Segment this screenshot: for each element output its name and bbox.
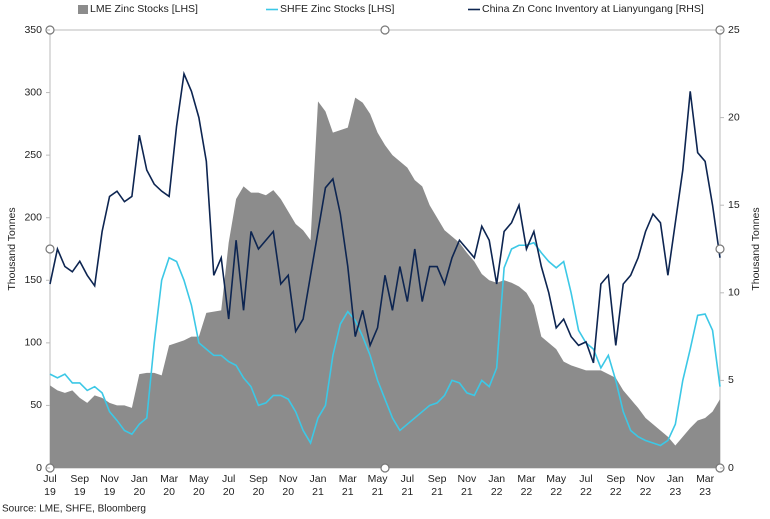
x-tick-label: Nov 22 — [636, 473, 655, 498]
handle — [45, 244, 55, 254]
x-tick-label: Jan 22 — [488, 473, 506, 498]
line — [49, 241, 721, 447]
x-tick-label: Jan 20 — [130, 473, 148, 498]
y-tick-label: 100 — [24, 337, 42, 349]
x-tick-label: Jul 22 — [579, 473, 593, 498]
handle — [380, 25, 390, 35]
x-tick-label: Sep 22 — [606, 473, 626, 498]
x-tick-label: Sep 19 — [70, 473, 90, 498]
x-tick-label: Jul 19 — [43, 473, 57, 498]
source: Source: LME, SHFE, Bloomberg — [2, 504, 146, 515]
y2-tick-label: 5 — [728, 374, 734, 386]
y2-tick-label: 25 — [728, 24, 740, 36]
y-tick-label: 150 — [24, 274, 42, 286]
y-tick-label: 300 — [24, 86, 42, 98]
x-tick-label: Nov 21 — [457, 473, 477, 498]
y-tick-label: 0 — [36, 462, 42, 474]
y-tick-label: 250 — [24, 149, 42, 161]
legend-swatch — [78, 5, 88, 14]
x-tick-label: Jul 20 — [221, 473, 236, 498]
x-tick-label: Sep 21 — [427, 473, 447, 498]
x-tick-label: Sep 20 — [249, 473, 268, 498]
y2-tick-label: 10 — [728, 287, 740, 299]
y2-tick-label: 20 — [728, 111, 740, 123]
line — [49, 70, 721, 364]
x-tick-label: May 20 — [188, 473, 209, 498]
legend-label: China Zn Conc Inventory at Lianyungang [… — [482, 3, 704, 15]
x-tick-label: May 21 — [367, 473, 388, 498]
y-tick-label: 200 — [24, 211, 42, 223]
legend-label: SHFE Zinc Stocks [LHS] — [280, 3, 395, 15]
y2-axis-title: Thousand Tonnes — [750, 207, 762, 290]
x-tick-label: May 22 — [546, 473, 567, 498]
x-tick-label: Jan 21 — [309, 473, 327, 498]
x-tick-label: Mar 21 — [338, 473, 357, 498]
y2-tick-label: 15 — [728, 199, 740, 211]
y2-tick-label: 0 — [728, 462, 734, 474]
x-tick-label: Mar 20 — [160, 473, 179, 498]
x-tick-label: Jul 21 — [400, 473, 415, 498]
x-tick-label: Nov 19 — [100, 473, 119, 498]
x-tick-label: Mar 22 — [517, 473, 536, 498]
handle — [380, 463, 390, 473]
x-tick-label: Nov 20 — [278, 473, 298, 498]
x-tick-label: Mar 23 — [696, 473, 715, 498]
handle — [715, 244, 725, 254]
y-axis-title: Thousand Tonnes — [6, 207, 18, 290]
marks — [49, 70, 721, 468]
x-tick-label: Jan 23 — [666, 473, 684, 498]
y-tick-label: 50 — [30, 399, 42, 411]
y-tick-label: 350 — [24, 24, 42, 36]
area — [50, 97, 720, 468]
legend-label: LME Zinc Stocks [LHS] — [90, 3, 198, 15]
